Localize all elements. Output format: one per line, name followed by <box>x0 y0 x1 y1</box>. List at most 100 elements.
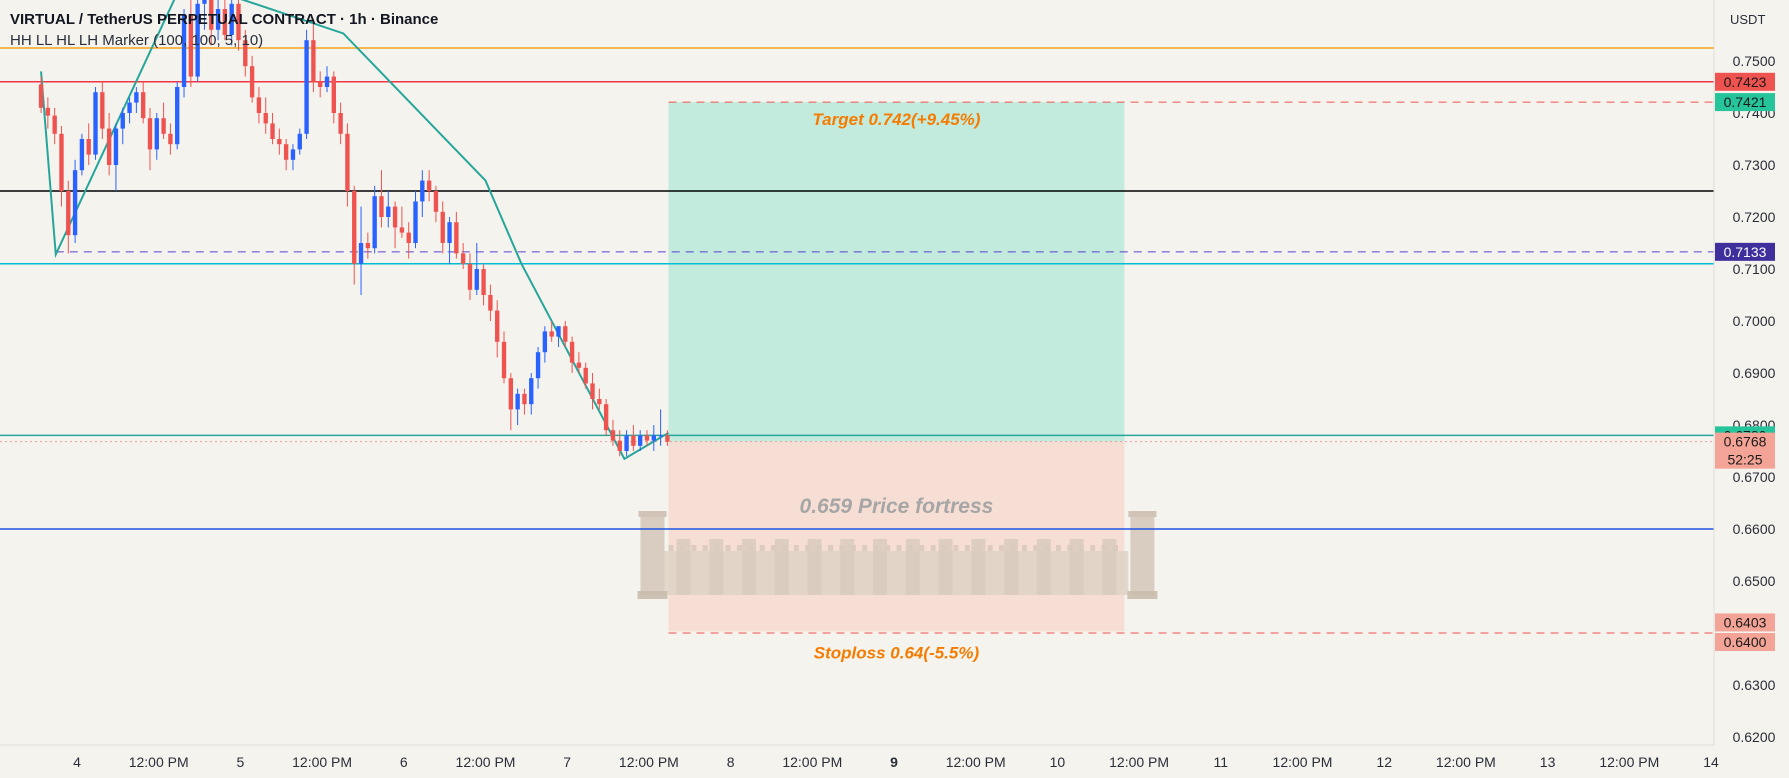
time-tick-label: 11 <box>1214 754 1229 770</box>
candle-body <box>379 196 384 217</box>
position-zones <box>668 102 1125 632</box>
time-tick-label: 12:00 PM <box>129 754 189 770</box>
price-label-box <box>1715 432 1775 469</box>
price-tick-label: 0.6500 <box>1733 573 1776 589</box>
time-tick-label: 5 <box>237 754 245 770</box>
candle-body <box>583 367 588 384</box>
candle-body <box>93 92 98 155</box>
candle-body <box>529 378 534 405</box>
candle-body <box>181 14 187 88</box>
price-axis[interactable]: 0.75000.74000.73000.72000.71000.70000.69… <box>1713 0 1789 778</box>
candle-body <box>66 191 71 236</box>
time-tick-label: 12:00 PM <box>619 754 679 770</box>
candle-body <box>311 40 316 82</box>
fortress-turret <box>774 539 789 595</box>
candle-body <box>433 191 439 212</box>
candle-body <box>45 107 51 116</box>
fortress-tower <box>1130 517 1155 595</box>
candle-body <box>154 118 159 150</box>
price-tick-label: 0.6300 <box>1733 677 1776 693</box>
candle-body <box>413 201 418 243</box>
candle-body <box>406 232 411 243</box>
candle-body <box>386 206 391 217</box>
fortress-battlement <box>725 545 731 551</box>
price-labels: 0.74230.74210.71330.67800.676852:250.640… <box>1715 72 1775 651</box>
price-label-text: 0.7133 <box>1724 244 1767 260</box>
time-tick-label: 12:00 PM <box>1273 754 1333 770</box>
fortress-battlement <box>862 545 868 551</box>
fortress-battlement <box>1090 545 1096 551</box>
candle-body <box>460 253 466 264</box>
candle-body <box>38 84 44 108</box>
price-label-text: 0.6400 <box>1724 634 1767 650</box>
fortress-tower-base <box>637 591 668 599</box>
candle-body <box>147 118 153 150</box>
stoploss-annotation: Stoploss 0.64(-5.5%) <box>814 643 980 662</box>
target-annotation: Target 0.742(+9.45%) <box>812 110 980 129</box>
candle-body <box>569 341 575 363</box>
price-tick-label: 0.7000 <box>1733 313 1776 329</box>
annotations: Target 0.742(+9.45%) 0.659 Price fortress… <box>800 110 994 662</box>
candle-body <box>501 341 507 379</box>
fortress-turret <box>1102 539 1117 595</box>
symbol-title[interactable]: VIRTUAL / TetherUS PERPETUAL CONTRACT · … <box>10 11 439 28</box>
candle-body <box>188 14 194 77</box>
fortress-battlement <box>691 545 697 551</box>
candle-body <box>399 227 405 233</box>
price-tick-label: 0.6200 <box>1733 729 1776 745</box>
target-zone <box>668 102 1125 442</box>
fortress-tower <box>640 517 665 595</box>
candle-body <box>86 139 91 155</box>
candle-body <box>352 191 357 264</box>
candle-body <box>624 435 629 451</box>
candle-body <box>236 3 241 41</box>
fortress-battlement <box>668 545 674 551</box>
candle-body <box>447 222 452 243</box>
candle-body <box>358 243 364 264</box>
fortress-turret <box>1036 539 1051 595</box>
fortress-battlement <box>1021 545 1027 551</box>
time-tick-label: 4 <box>73 754 81 770</box>
price-label-text: 0.7421 <box>1724 94 1767 110</box>
time-axis[interactable]: 4 12:00 PM 5 12:00 PM 6 12:00 PM 7 12:00 PM 8 12:… <box>0 744 1719 770</box>
candle-body <box>474 269 479 290</box>
currency-label: USDT <box>1730 12 1766 27</box>
candle-body <box>134 92 139 103</box>
fortress-battlement <box>1056 545 1062 551</box>
candle-body <box>202 0 207 4</box>
fortress-tower-base <box>1127 591 1158 599</box>
candle-body <box>590 383 595 399</box>
candle-body <box>392 206 398 228</box>
fortress-battlement <box>987 545 993 551</box>
candle-body <box>277 139 282 145</box>
zigzag-line <box>40 0 670 461</box>
fortress-turret <box>676 539 691 595</box>
indicator-label[interactable]: HH LL HL LH Marker (100, 100, 5, 10) <box>10 32 264 49</box>
fortress-battlement <box>953 545 959 551</box>
fortress-turret <box>1004 539 1019 595</box>
fortress-turret <box>840 539 855 595</box>
price-label-box <box>1715 242 1775 261</box>
candle-body <box>215 9 221 30</box>
candle-body <box>256 97 262 113</box>
fortress-battlement <box>736 545 742 551</box>
candle-body <box>168 133 173 145</box>
time-tick-label: 12:00 PM <box>1436 754 1496 770</box>
price-tick-label: 0.6700 <box>1733 469 1776 485</box>
fortress-battlement <box>759 545 765 551</box>
price-tick-label: 0.7100 <box>1733 261 1776 277</box>
fortress-battlement <box>919 545 925 551</box>
candle-body <box>106 128 112 165</box>
fortress-turret <box>971 539 986 595</box>
candle-body <box>426 180 432 191</box>
candle-body <box>318 81 323 87</box>
candle-body <box>283 144 289 160</box>
fortress-battlement <box>896 545 902 551</box>
price-label-box <box>1715 633 1775 651</box>
time-tick-label: 9 <box>890 754 898 770</box>
candle-body <box>270 123 275 139</box>
countdown-label-text: 52:25 <box>1727 452 1762 468</box>
candle-body <box>631 435 636 446</box>
candle-body <box>52 115 57 134</box>
